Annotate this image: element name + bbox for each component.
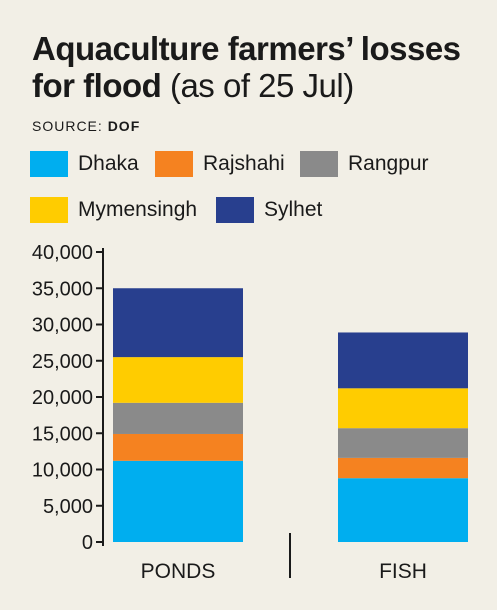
y-tick-label: 15,000 <box>32 423 93 445</box>
bar-segment-fish-dhaka <box>338 478 468 542</box>
bar-segment-ponds-rangpur <box>113 402 243 434</box>
y-tick-label: 5,000 <box>43 496 93 518</box>
source-line: SOURCE: DOF <box>32 118 140 134</box>
legend-label-mymensingh: Mymensingh <box>78 198 198 221</box>
y-tick-label: 10,000 <box>32 460 93 482</box>
y-tick-label: 0 <box>82 532 93 554</box>
legend-label-rajshahi: Rajshahi <box>203 152 285 175</box>
legend-label-rangpur: Rangpur <box>348 152 429 175</box>
y-tick-label: 40,000 <box>32 242 93 264</box>
legend-swatch-rangpur <box>300 151 338 177</box>
bar-segment-fish-mymensingh <box>338 388 468 429</box>
y-tick-label: 20,000 <box>32 387 93 409</box>
legend-item-sylhet: Sylhet <box>216 196 322 224</box>
chart-title: Aquaculture farmers’ losses for flood (a… <box>32 30 482 104</box>
bar-segment-ponds-dhaka <box>113 460 243 542</box>
bar-segment-fish-sylhet <box>338 332 468 389</box>
y-tick-label: 30,000 <box>32 315 93 337</box>
legend-item-rangpur: Rangpur <box>300 150 429 178</box>
chart-title-main: Aquaculture farmers’ losses for flood <box>32 30 461 104</box>
legend-swatch-dhaka <box>30 151 68 177</box>
bar-segment-ponds-rajshahi <box>113 433 243 461</box>
legend-item-dhaka: Dhaka <box>30 150 139 178</box>
y-tick-label: 25,000 <box>32 351 93 373</box>
source-label: SOURCE: <box>32 118 103 134</box>
legend-swatch-sylhet <box>216 197 254 223</box>
chart-title-date: (as of 25 Jul) <box>169 67 354 104</box>
legend-item-mymensingh: Mymensingh <box>30 196 197 224</box>
y-tick-label: 35,000 <box>32 278 93 300</box>
x-tick-label: PONDS <box>141 560 216 583</box>
bar-segment-fish-rangpur <box>338 428 468 458</box>
bar-segment-fish-rajshahi <box>338 457 468 479</box>
x-tick-label: FISH <box>379 560 427 583</box>
source-value: DOF <box>107 118 141 134</box>
chart-legend: Dhaka Rajshahi Rangpur Mymensingh Sylhet <box>30 150 490 230</box>
legend-swatch-mymensingh <box>30 197 68 223</box>
legend-label-dhaka: Dhaka <box>78 152 139 175</box>
legend-swatch-rajshahi <box>155 151 193 177</box>
legend-label-sylhet: Sylhet <box>264 198 323 221</box>
bar-segment-ponds-sylhet <box>113 288 243 358</box>
bar-segment-ponds-mymensingh <box>113 357 243 403</box>
legend-item-rajshahi: Rajshahi <box>155 150 285 178</box>
